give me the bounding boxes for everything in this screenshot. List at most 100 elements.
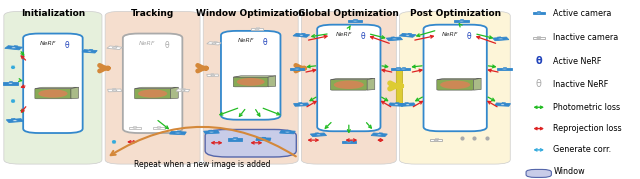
Circle shape: [11, 47, 16, 49]
Polygon shape: [295, 67, 299, 68]
Polygon shape: [12, 118, 15, 119]
Circle shape: [212, 43, 216, 44]
Circle shape: [299, 35, 304, 36]
Polygon shape: [537, 36, 540, 37]
Polygon shape: [107, 46, 122, 50]
FancyBboxPatch shape: [301, 11, 396, 164]
Polygon shape: [388, 103, 404, 106]
Text: Inactive NeRF: Inactive NeRF: [554, 80, 609, 89]
Polygon shape: [207, 74, 219, 76]
Polygon shape: [171, 87, 179, 99]
Polygon shape: [256, 138, 271, 141]
FancyBboxPatch shape: [437, 80, 474, 90]
Circle shape: [401, 68, 406, 70]
Polygon shape: [454, 20, 468, 22]
Polygon shape: [400, 103, 415, 106]
Polygon shape: [371, 133, 387, 137]
Circle shape: [459, 20, 464, 22]
Polygon shape: [115, 46, 118, 47]
Circle shape: [502, 68, 507, 70]
Text: θ: θ: [65, 41, 69, 50]
Polygon shape: [153, 127, 165, 129]
Text: Active NeRF: Active NeRF: [554, 57, 602, 66]
Polygon shape: [397, 67, 400, 68]
Text: Global Optimization: Global Optimization: [298, 9, 399, 18]
Polygon shape: [89, 49, 93, 50]
Text: NeRF: NeRF: [335, 32, 352, 37]
Polygon shape: [170, 131, 186, 135]
Polygon shape: [290, 68, 304, 70]
FancyBboxPatch shape: [4, 11, 102, 164]
Circle shape: [261, 139, 266, 140]
Polygon shape: [268, 76, 276, 87]
Polygon shape: [228, 138, 242, 141]
Text: Window Optimization: Window Optimization: [196, 9, 305, 18]
Circle shape: [8, 83, 13, 84]
Polygon shape: [134, 87, 179, 89]
FancyBboxPatch shape: [205, 129, 296, 157]
Polygon shape: [348, 20, 362, 22]
Polygon shape: [379, 133, 383, 134]
Text: Window: Window: [554, 167, 585, 176]
Circle shape: [133, 127, 137, 128]
Circle shape: [237, 78, 265, 86]
Polygon shape: [401, 67, 405, 68]
Polygon shape: [503, 67, 506, 68]
Circle shape: [181, 90, 185, 91]
Polygon shape: [209, 130, 212, 131]
FancyBboxPatch shape: [134, 89, 171, 99]
Circle shape: [157, 127, 161, 128]
Polygon shape: [310, 133, 326, 137]
Polygon shape: [108, 89, 122, 92]
Text: Reprojection loss: Reprojection loss: [554, 124, 622, 133]
Circle shape: [299, 104, 304, 105]
Polygon shape: [280, 130, 295, 134]
Polygon shape: [435, 138, 438, 139]
Text: θ: θ: [164, 41, 169, 50]
Polygon shape: [294, 103, 309, 106]
Polygon shape: [474, 78, 481, 90]
Polygon shape: [347, 140, 351, 141]
Circle shape: [405, 35, 410, 36]
Polygon shape: [5, 46, 22, 50]
Circle shape: [334, 81, 364, 89]
Text: Active camera: Active camera: [554, 9, 612, 18]
Polygon shape: [207, 42, 221, 45]
Text: NeRF: NeRF: [442, 32, 458, 37]
Polygon shape: [495, 103, 511, 106]
Circle shape: [396, 68, 401, 70]
Polygon shape: [82, 50, 97, 53]
Circle shape: [38, 90, 68, 98]
Polygon shape: [234, 76, 276, 77]
Circle shape: [209, 131, 214, 133]
Circle shape: [316, 134, 321, 136]
Polygon shape: [367, 78, 375, 90]
Circle shape: [500, 104, 505, 105]
Polygon shape: [287, 130, 291, 131]
Text: Post Optimization: Post Optimization: [410, 9, 500, 18]
Polygon shape: [301, 33, 305, 34]
FancyBboxPatch shape: [317, 25, 381, 131]
Circle shape: [175, 132, 180, 134]
Text: Inactive camera: Inactive camera: [554, 33, 618, 42]
Text: θ: θ: [536, 79, 541, 89]
Text: NeRF: NeRF: [237, 38, 254, 43]
Polygon shape: [399, 33, 416, 37]
Polygon shape: [315, 133, 319, 134]
Text: Generate corr.: Generate corr.: [554, 145, 611, 154]
Circle shape: [405, 104, 410, 105]
Circle shape: [113, 90, 117, 91]
Polygon shape: [497, 68, 511, 70]
Polygon shape: [129, 127, 141, 129]
Polygon shape: [497, 37, 501, 38]
Circle shape: [434, 140, 438, 141]
Circle shape: [12, 120, 17, 121]
Polygon shape: [460, 19, 463, 20]
Polygon shape: [113, 88, 116, 89]
Polygon shape: [537, 11, 540, 12]
Polygon shape: [396, 68, 410, 70]
FancyBboxPatch shape: [23, 33, 83, 133]
Polygon shape: [391, 37, 395, 38]
Text: Tracking: Tracking: [131, 9, 174, 18]
Polygon shape: [391, 68, 405, 70]
